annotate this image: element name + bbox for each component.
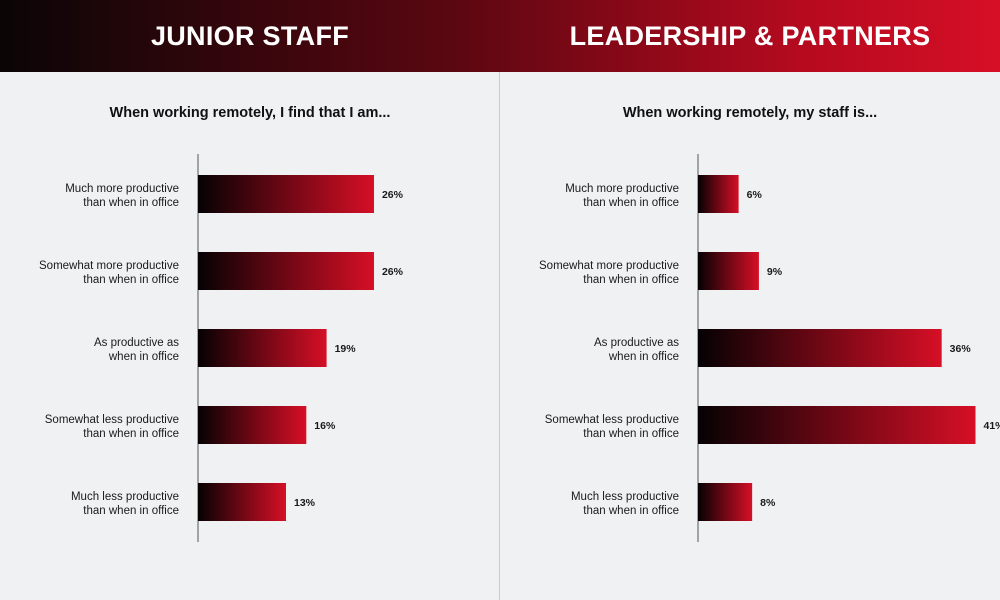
bar — [198, 406, 307, 444]
value-label: 6% — [747, 189, 763, 201]
left-chart-question: When working remotely, I find that I am.… — [109, 105, 391, 121]
value-label: 36% — [950, 343, 972, 355]
category-label: Much more productive than when in office — [65, 183, 179, 209]
right-chart-question: When working remotely, my staff is... — [622, 105, 878, 121]
bar — [198, 252, 374, 290]
bar — [698, 329, 942, 367]
category-label: Somewhat more productive than when in off… — [539, 260, 679, 286]
right-bar-chart: 6% Much more productive than when in offic… — [539, 154, 1000, 542]
category-label: As productive as when in office — [94, 337, 179, 363]
category-label: As productive as when in office — [594, 337, 679, 363]
value-label: 26% — [382, 266, 404, 278]
header-banner: JUNIOR STAFF LEADERSHIP & PARTNERS — [0, 0, 1000, 72]
value-label: 13% — [294, 497, 316, 509]
bar — [698, 483, 753, 521]
bar — [198, 329, 327, 367]
category-label: Somewhat less productive than when in off… — [545, 414, 679, 440]
value-label: 9% — [767, 266, 783, 278]
panel-divider — [499, 72, 500, 600]
category-label: Much less productive than when in office — [571, 491, 679, 517]
junior-staff-panel: When working remotely, I find that I am.… — [0, 72, 500, 600]
value-label: 16% — [314, 420, 336, 432]
bar — [698, 252, 759, 290]
left-bar-chart: 26% Much more productive than when in offi… — [39, 154, 404, 542]
value-label: 8% — [760, 497, 776, 509]
right-panel-title: LEADERSHIP & PARTNERS — [569, 21, 931, 51]
leadership-panel: When working remotely, my staff is... 6%… — [500, 72, 1000, 600]
bar — [698, 406, 976, 444]
value-label: 19% — [335, 343, 357, 355]
category-label: Much more productive than when in office — [565, 183, 679, 209]
bar — [198, 483, 286, 521]
value-label: 26% — [382, 189, 404, 201]
category-label: Much less productive than when in office — [71, 491, 179, 517]
category-label: Somewhat less productive than when in off… — [45, 414, 179, 440]
value-label: 41% — [984, 420, 1000, 432]
bar — [698, 175, 739, 213]
category-label: Somewhat more productive than when in off… — [39, 260, 179, 286]
left-panel-title: JUNIOR STAFF — [150, 21, 350, 51]
bar — [198, 175, 374, 213]
